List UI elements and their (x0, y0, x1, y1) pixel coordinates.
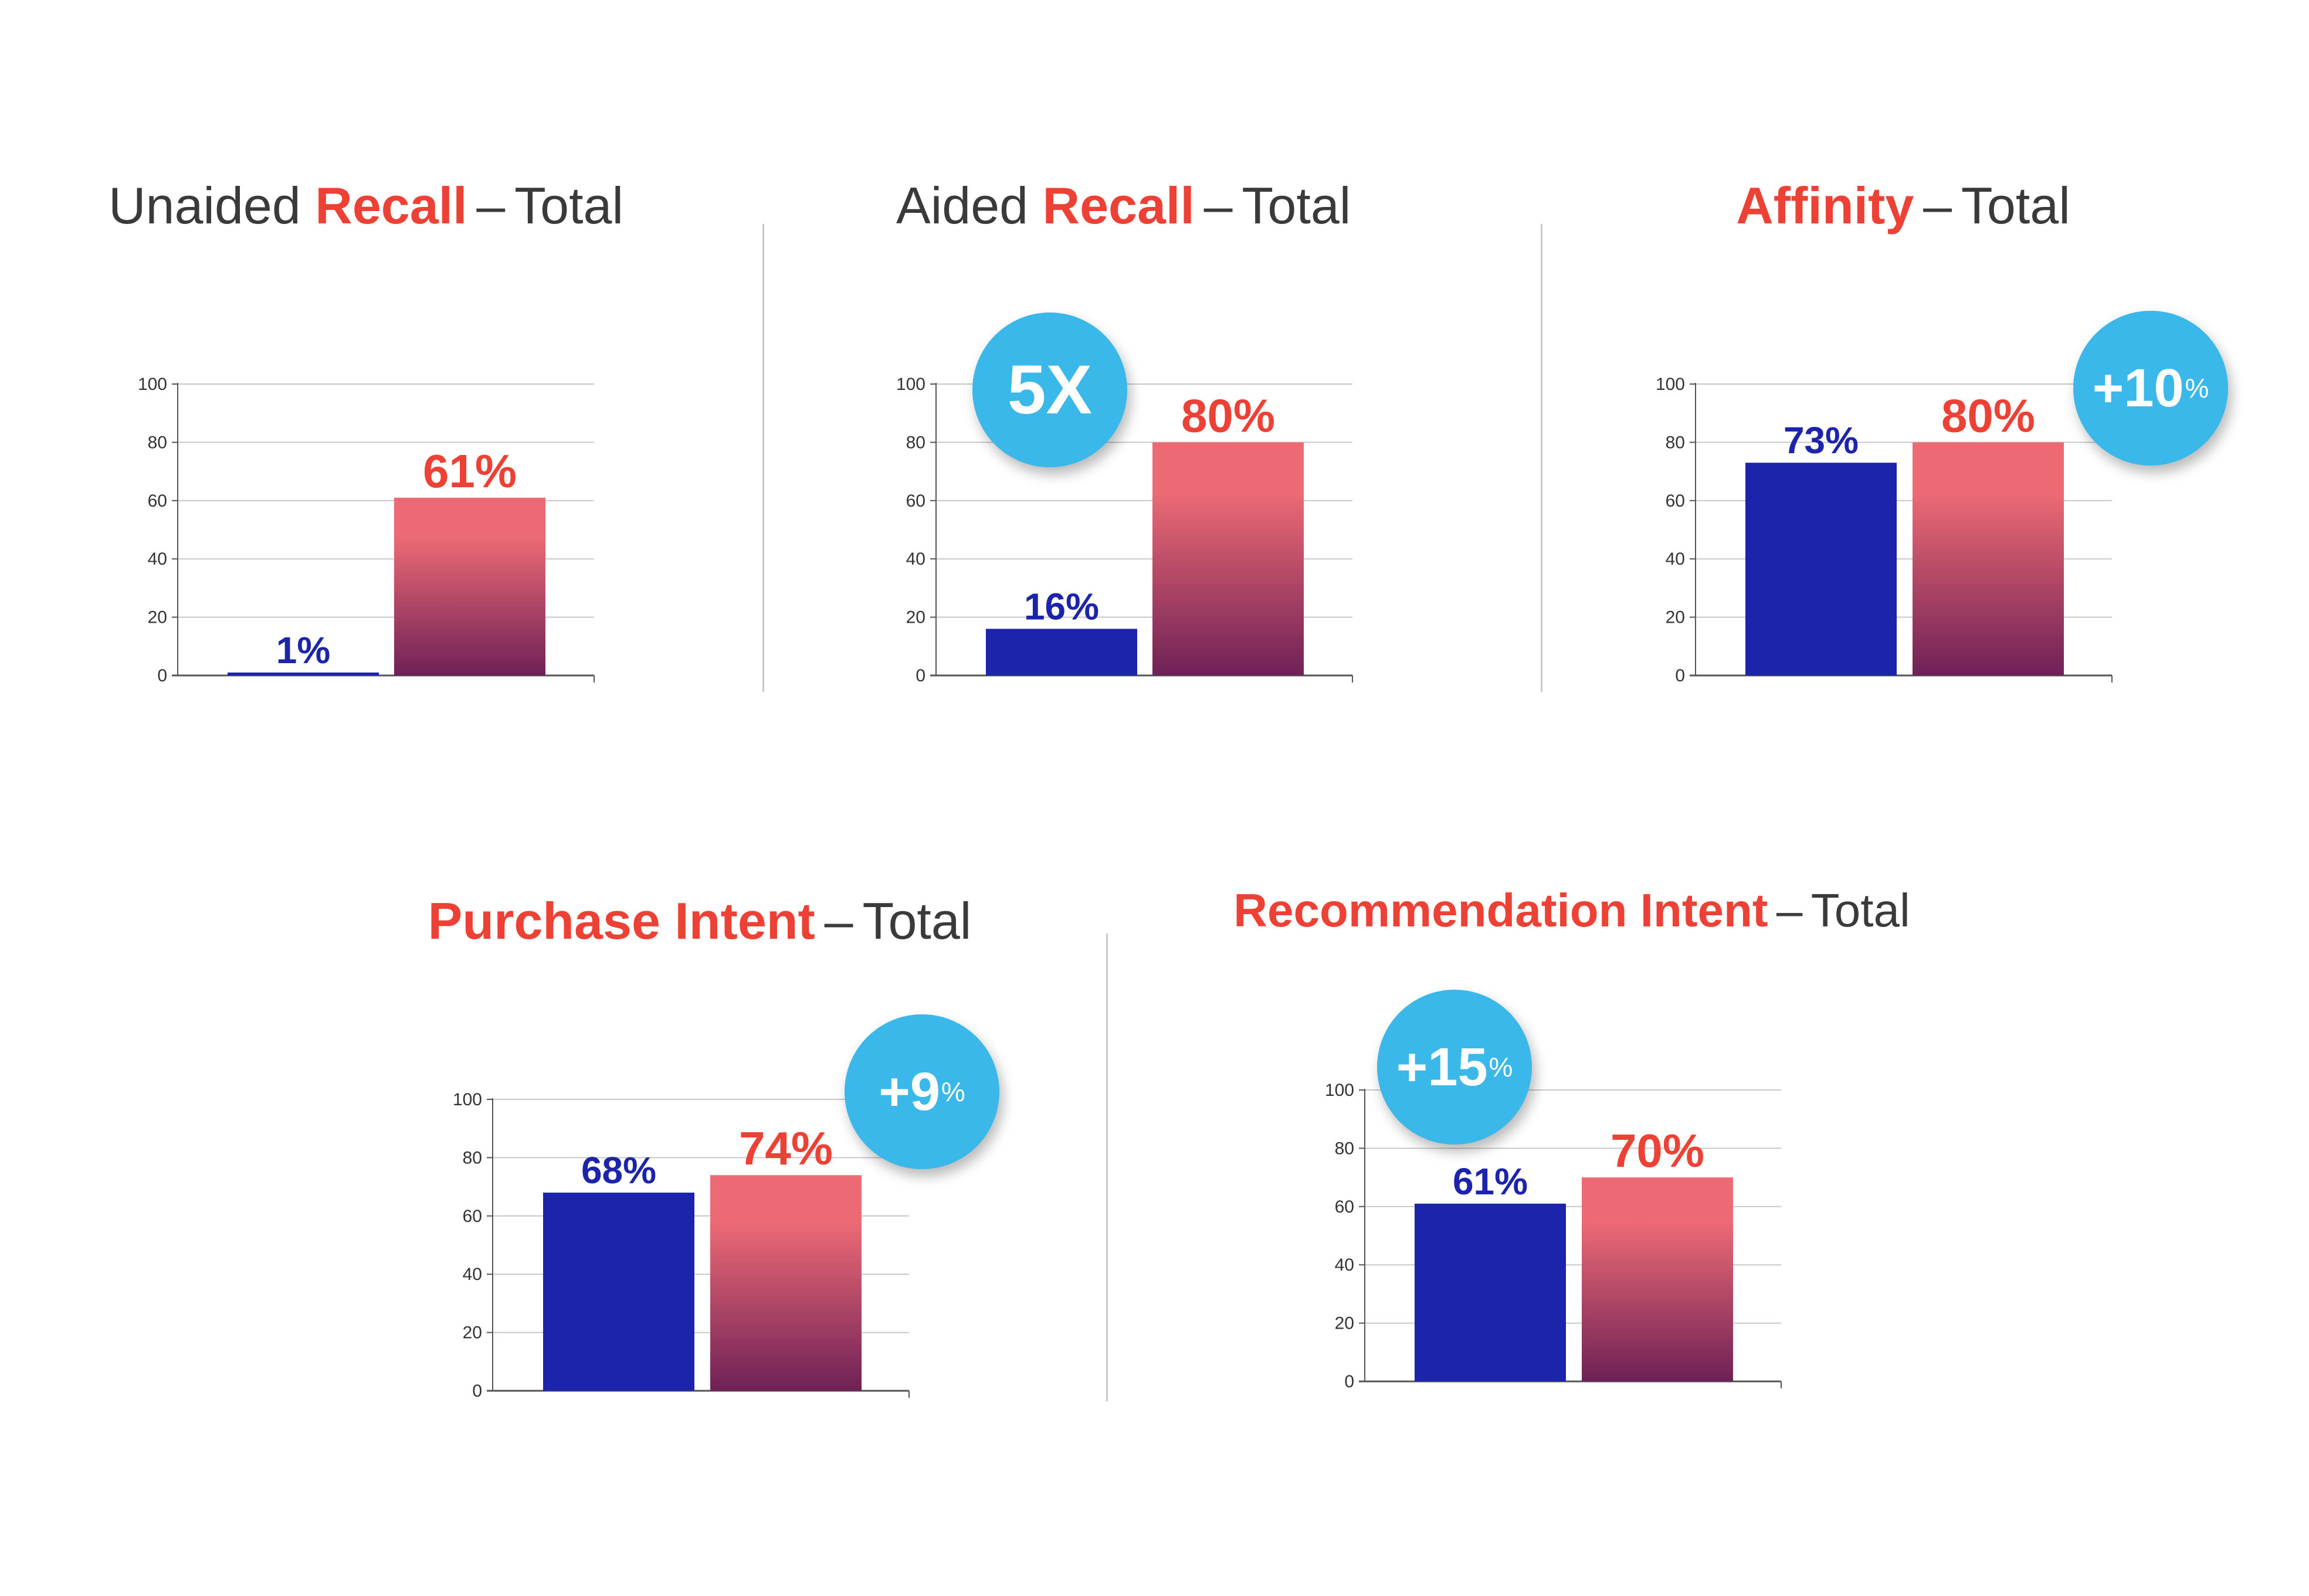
bar-value-label: 73% (1784, 419, 1859, 461)
bar-baseline (1745, 463, 1897, 675)
divider-bottom (1106, 933, 1108, 1401)
lift-badge: 5X (972, 313, 1127, 467)
y-tick-label: 60 (463, 1207, 482, 1226)
y-tick-label: 80 (1666, 433, 1685, 452)
y-tick-label: 40 (1666, 549, 1685, 569)
chart-title-suffix: Total (514, 176, 624, 235)
bar-campaign (1913, 442, 2064, 675)
y-tick-label: 60 (906, 491, 925, 511)
chart-title-highlight: Purchase Intent (428, 892, 815, 950)
y-tick-label: 100 (138, 375, 167, 394)
y-tick-label: 0 (157, 666, 167, 685)
divider-top-right (1541, 224, 1542, 692)
lift-badge: +15% (1377, 990, 1532, 1145)
chart-title-dash: – (824, 892, 853, 950)
chart-title-dash: – (1776, 884, 1803, 937)
chart-title: Aided Recall – Total (896, 176, 1351, 236)
chart-title: Recommendation Intent – Total (1233, 884, 1910, 938)
bar-campaign (710, 1175, 862, 1391)
y-tick-label: 0 (1675, 666, 1685, 685)
y-tick-label: 60 (1666, 491, 1685, 511)
y-tick-label: 80 (1335, 1139, 1354, 1158)
bar-baseline (543, 1193, 694, 1391)
y-tick-label: 100 (453, 1090, 482, 1109)
chart-title-dash: – (1923, 176, 1952, 235)
chart-title-prefix: Unaided (109, 176, 316, 235)
lift-badge-value: +15 (1396, 1037, 1488, 1097)
y-tick-label: 80 (906, 433, 925, 452)
bar-value-label: 68% (581, 1149, 656, 1191)
bar-baseline (1415, 1203, 1566, 1381)
chart-title: Unaided Recall – Total (109, 176, 623, 236)
chart-title: Affinity – Total (1736, 176, 2070, 236)
y-tick-label: 40 (906, 549, 925, 569)
chart-title-suffix: Total (1810, 884, 1910, 937)
lift-badge-percent: % (2185, 373, 2209, 403)
lift-badge: +10% (2073, 311, 2228, 466)
chart-title-highlight: Affinity (1736, 176, 1914, 235)
bar-campaign (1582, 1177, 1733, 1381)
bar-value-label: 16% (1024, 585, 1099, 627)
y-tick-label: 20 (1666, 608, 1685, 627)
chart-title: Purchase Intent – Total (428, 891, 972, 951)
y-tick-label: 80 (463, 1148, 482, 1167)
y-tick-label: 40 (148, 549, 167, 569)
y-tick-label: 100 (1656, 375, 1685, 394)
bar-value-label: 80% (1181, 389, 1275, 442)
y-tick-label: 60 (148, 491, 167, 511)
lift-badge-value: +10 (2092, 358, 2184, 418)
chart-title-prefix: Aided (896, 176, 1043, 235)
y-tick-label: 20 (148, 608, 167, 627)
bar-baseline (228, 673, 379, 675)
y-tick-label: 20 (906, 608, 925, 627)
bar-value-label: 80% (1941, 389, 2035, 442)
bar-value-label: 70% (1610, 1125, 1704, 1177)
chart-title-highlight: Recall (1042, 176, 1195, 235)
bar-value-label: 1% (276, 629, 331, 671)
lift-badge-percent: % (941, 1077, 965, 1107)
y-tick-label: 40 (1335, 1255, 1354, 1275)
y-tick-label: 0 (916, 666, 925, 685)
y-tick-label: 100 (1325, 1081, 1354, 1100)
divider-top-left (762, 224, 764, 692)
bar-value-label: 74% (739, 1122, 833, 1174)
y-tick-label: 40 (463, 1265, 482, 1284)
bar-baseline (986, 629, 1137, 675)
lift-badge: +9% (845, 1014, 999, 1169)
y-tick-label: 20 (463, 1323, 482, 1343)
lift-badge-value: 5X (1007, 351, 1093, 429)
bar-value-label: 61% (1453, 1160, 1528, 1203)
y-tick-label: 80 (148, 433, 167, 452)
y-tick-label: 0 (1344, 1372, 1354, 1391)
chart-title-highlight: Recall (315, 176, 467, 235)
chart-title-dash: – (1203, 176, 1233, 235)
y-tick-label: 100 (896, 375, 925, 394)
chart-title-suffix: Total (1961, 176, 2070, 235)
bar-campaign (394, 497, 545, 675)
bar-campaign (1152, 442, 1304, 675)
chart-title-suffix: Total (862, 892, 972, 950)
lift-badge-value: +9 (879, 1061, 941, 1122)
y-tick-label: 0 (472, 1381, 482, 1401)
y-tick-label: 60 (1335, 1197, 1354, 1217)
bar-value-label: 61% (423, 445, 517, 497)
chart-title-suffix: Total (1242, 176, 1351, 235)
y-tick-label: 20 (1335, 1314, 1354, 1333)
chart-title-highlight: Recommendation Intent (1233, 884, 1768, 937)
lift-badge-percent: % (1489, 1052, 1513, 1082)
chart-title-dash: – (476, 176, 506, 235)
